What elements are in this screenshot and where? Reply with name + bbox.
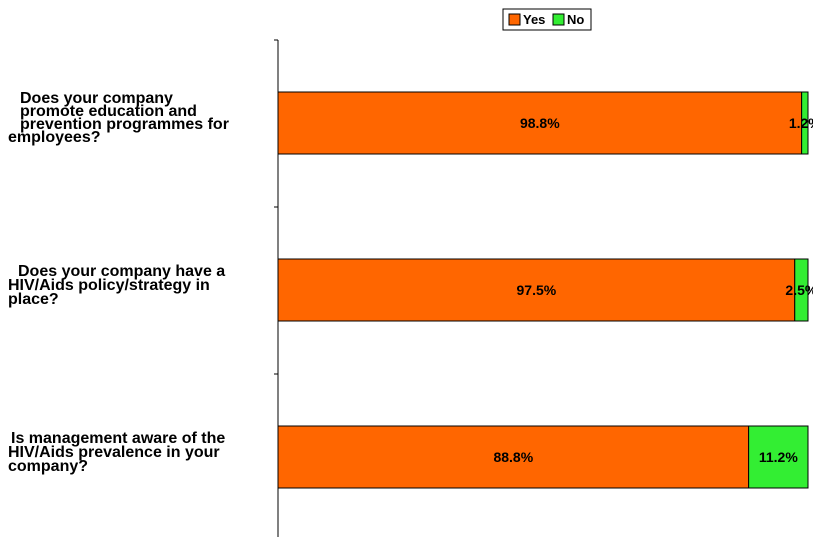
data-label-no-1: 1.2% <box>789 115 813 131</box>
category-label-line: prevention programmes for <box>20 116 229 133</box>
legend-frame <box>502 8 592 31</box>
bar-yes-1 <box>277 91 803 155</box>
bar-yes-3 <box>277 425 750 489</box>
category-label-line: HIV/Aids policy/strategy in <box>8 277 210 294</box>
data-label-no-2: 2.5% <box>785 282 813 298</box>
category-label-line: Does your company have a <box>18 263 225 280</box>
data-label-yes-2: 97.5% <box>517 282 557 298</box>
category-axis <box>274 39 279 537</box>
category-label-line: Is management aware of the <box>11 430 225 447</box>
legend: Yes No <box>502 8 592 31</box>
category-label-line: company? <box>8 458 88 475</box>
category-label-line: place? <box>8 291 59 308</box>
category-label-line: promote education and <box>20 103 197 120</box>
data-label-no-3: 11.2% <box>759 449 798 465</box>
legend-label-no: No <box>567 12 584 27</box>
category-label-1: Does your company promote education and pr… <box>8 90 229 146</box>
category-label-line: employees? <box>8 129 100 146</box>
category-label-2: Does your company have a HIV/Aids policy/… <box>8 263 225 308</box>
category-label-line: Does your company <box>20 90 173 107</box>
bars: 98.8% 1.2% 97.5% 2.5% 88.8% 11.2% <box>277 91 813 489</box>
bar-no-3 <box>748 425 809 489</box>
category-labels: Does your company promote education and pr… <box>8 90 229 475</box>
bar-yes-2 <box>277 258 796 322</box>
category-label-line: HIV/Aids prevalence in your <box>8 444 220 461</box>
category-label-3: Is management aware of the HIV/Aids preva… <box>8 430 225 475</box>
legend-label-yes: Yes <box>523 12 545 27</box>
data-label-yes-1: 98.8% <box>520 115 560 131</box>
bar-no-1 <box>801 91 809 155</box>
bar-no-2 <box>794 258 809 322</box>
data-label-yes-3: 88.8% <box>493 449 533 465</box>
legend-swatch-no <box>552 13 565 26</box>
legend-swatch-yes <box>508 13 521 26</box>
